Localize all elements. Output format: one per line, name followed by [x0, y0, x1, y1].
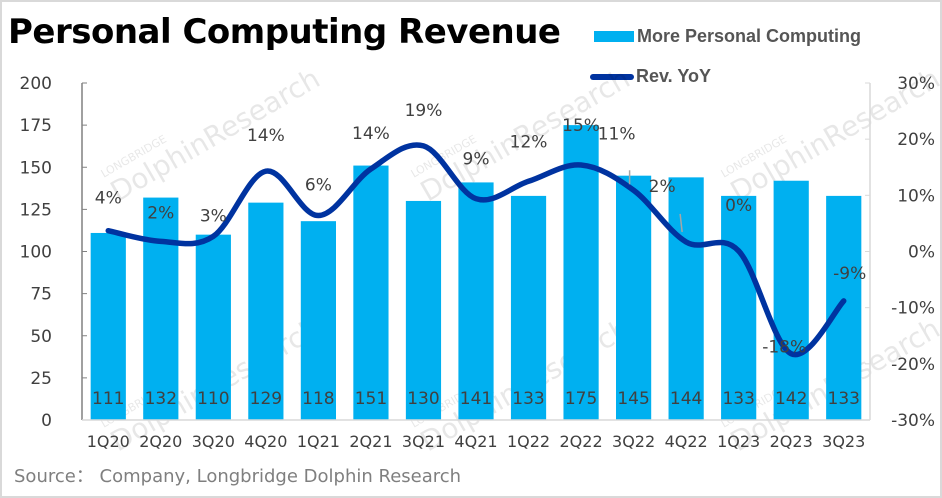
x-tick-label: 1Q23 [717, 432, 760, 451]
yoy-value-label: 0% [725, 196, 752, 216]
x-tick-label: 3Q22 [612, 432, 655, 451]
yoy-value-label: -18% [762, 338, 806, 358]
right-tick-label: 30% [897, 74, 935, 94]
bar-1Q21 [300, 221, 336, 420]
x-tick-label: 2Q21 [349, 432, 392, 451]
bar-value-label: 133 [722, 389, 754, 409]
bar-value-label: 129 [250, 389, 282, 409]
svg-text:DolphinResearch: DolphinResearch [105, 62, 326, 209]
yoy-value-label: 2% [147, 203, 174, 223]
x-tick-label: 4Q20 [244, 432, 287, 451]
bar-2Q23 [773, 180, 809, 420]
bar-value-label: 133 [512, 389, 544, 409]
chart-title: Personal Computing Revenue [8, 12, 561, 52]
x-tick-label: 3Q23 [822, 432, 865, 451]
bar-1Q23 [721, 195, 757, 420]
bar-3Q21 [405, 200, 442, 420]
legend-line-label: Rev. YoY [636, 66, 712, 86]
bar-2Q22 [563, 125, 599, 420]
yoy-value-label: 11% [598, 124, 636, 144]
yoy-value-label: 4% [95, 189, 122, 209]
right-tick-label: -20% [891, 355, 935, 375]
yoy-value-label: 14% [352, 124, 390, 144]
left-tick-label: 175 [20, 116, 52, 136]
bar-value-label: 151 [355, 389, 387, 409]
x-tick-label: 2Q20 [139, 432, 182, 451]
right-y-axis: -30% -20% -10% 0% 10% 20% 30% [865, 74, 935, 431]
bar-value-label: 111 [92, 389, 124, 409]
yoy-value-label: 12% [510, 132, 548, 152]
left-y-axis: 0 25 50 75 100 125 150 175 200 [20, 74, 87, 431]
bar-2Q20 [143, 197, 179, 420]
bar-1Q22 [510, 195, 547, 420]
bar-value-label: 145 [617, 389, 649, 409]
x-tick-label: 1Q21 [297, 432, 340, 451]
right-tick-label: 20% [897, 130, 935, 150]
left-tick-label: 200 [20, 74, 52, 94]
yoy-value-label: 15% [562, 116, 600, 136]
right-tick-label: 10% [897, 186, 935, 206]
legend-bar-label: More Personal Computing [637, 26, 862, 46]
bar-3Q20 [195, 234, 231, 420]
legend-item-bar: More Personal Computing [594, 26, 861, 47]
x-tick-label: 4Q22 [665, 432, 708, 451]
bar-4Q20 [248, 202, 284, 420]
x-tick-label: 2Q22 [559, 432, 602, 451]
label-leader-line [679, 213, 683, 233]
left-tick-label: 150 [20, 158, 52, 178]
source-note: Source： Company, Longbridge Dolphin Rese… [14, 466, 462, 487]
legend-line-swatch [590, 73, 634, 80]
x-tick-label: 3Q21 [402, 432, 445, 451]
legend-bar-swatch [594, 31, 634, 42]
line-data-labels: 4% 2% 3% 14% 6% 14% 19% 9% 12% 15%11% 2% 0% -18% -9% [95, 101, 867, 358]
yoy-value-label: 6% [305, 176, 332, 196]
bar-value-label: 133 [828, 389, 860, 409]
yoy-value-label: 9% [463, 150, 490, 170]
x-tick-label: 1Q22 [507, 432, 550, 451]
left-tick-label: 50 [30, 327, 52, 347]
bar-1Q20 [90, 232, 126, 420]
left-tick-label: 75 [30, 285, 52, 305]
right-tick-label: -10% [891, 299, 935, 319]
bar-2Q21 [353, 165, 389, 420]
left-tick-label: 125 [20, 200, 52, 220]
x-tick-label: 3Q20 [192, 432, 235, 451]
line-series [105, 142, 847, 358]
bar-value-label: 130 [407, 389, 439, 409]
yoy-value-label: 19% [405, 101, 443, 121]
left-tick-label: 25 [30, 369, 52, 389]
x-tick-label: 4Q21 [454, 432, 497, 451]
bar-value-label: 110 [197, 389, 229, 409]
yoy-value-label: -9% [833, 264, 866, 284]
bar-4Q21 [458, 182, 494, 420]
left-tick-label: 100 [20, 243, 52, 263]
x-tick-label: 2Q23 [770, 432, 813, 451]
yoy-value-label: 3% [200, 206, 227, 226]
right-tick-label: -30% [891, 411, 935, 431]
bar-4Q22 [668, 177, 704, 420]
x-axis: 1Q20 2Q20 3Q20 4Q20 1Q21 2Q21 3Q21 4Q21 1Q22 2Q22… [82, 419, 870, 451]
bar-value-label: 118 [302, 389, 334, 409]
bar-value-label: 175 [565, 389, 597, 409]
bar-value-label: 144 [670, 389, 702, 409]
bar-value-label: 142 [775, 389, 807, 409]
yoy-value-label: 14% [247, 126, 285, 146]
x-tick-label: 1Q20 [87, 432, 130, 451]
bar-value-label: 141 [460, 389, 492, 409]
bar-value-label: 132 [145, 389, 177, 409]
legend-item-line: Rev. YoY [590, 66, 711, 87]
yoy-value-label: 2% [649, 177, 676, 197]
right-tick-label: 0% [908, 243, 935, 263]
left-tick-label: 0 [41, 411, 52, 431]
bar-3Q22 [616, 175, 652, 420]
bar-data-labels: 111 132 110 129 118 151 130 141 133 175 145 144 133 1… [92, 389, 860, 409]
bar-series [90, 125, 862, 420]
bar-3Q23 [826, 195, 862, 420]
